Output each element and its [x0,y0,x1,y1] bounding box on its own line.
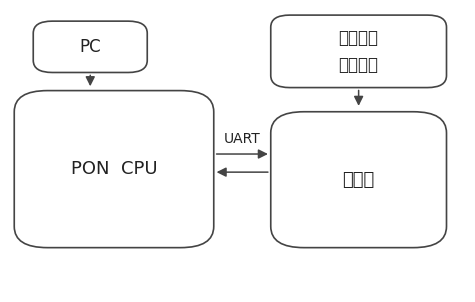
FancyBboxPatch shape [271,112,446,248]
Text: UART: UART [224,133,261,146]
Text: PON  CPU: PON CPU [71,160,157,178]
Text: 单片机: 单片机 [342,171,375,189]
FancyBboxPatch shape [271,15,446,88]
FancyBboxPatch shape [14,91,214,248]
Text: 光接收机
输出电平: 光接收机 输出电平 [339,29,379,74]
FancyBboxPatch shape [33,21,147,72]
Text: PC: PC [79,38,101,56]
